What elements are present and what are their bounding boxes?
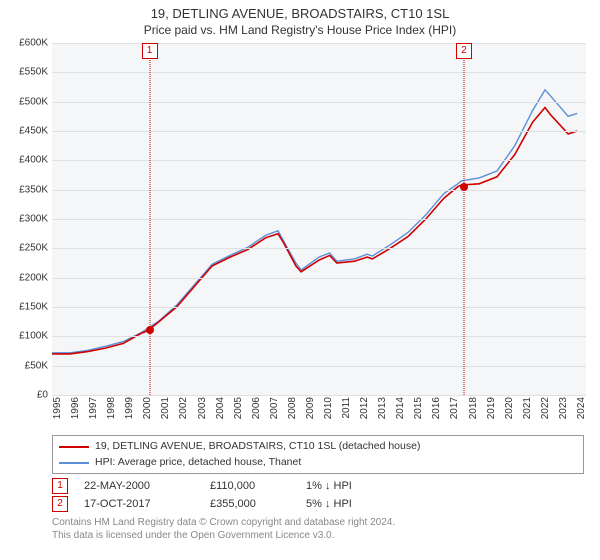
x-tick-label: 2000 — [142, 397, 153, 419]
y-tick-label: £0 — [37, 389, 48, 400]
sale-marker-box: 1 — [142, 43, 158, 59]
x-tick-label: 2016 — [431, 397, 442, 419]
x-tick-label: 2013 — [377, 397, 388, 419]
x-tick-label: 2010 — [323, 397, 334, 419]
x-axis: 1995 1996 1997 1998 1999 2000 2001 2002 2003 2004… — [52, 395, 586, 431]
legend-swatch-property — [59, 446, 89, 448]
series-line-hpi — [52, 90, 577, 353]
x-tick-label: 1999 — [124, 397, 135, 419]
y-tick-label: £150K — [19, 301, 48, 312]
x-tick-label: 2017 — [449, 397, 460, 419]
x-tick-label: 1998 — [106, 397, 117, 419]
x-tick-label: 1996 — [70, 397, 81, 419]
y-tick-label: £400K — [19, 155, 48, 166]
legend-item-hpi: HPI: Average price, detached house, Than… — [59, 455, 577, 471]
x-tick-label: 2002 — [178, 397, 189, 419]
x-tick-label: 2019 — [486, 397, 497, 419]
y-tick-label: £550K — [19, 67, 48, 78]
x-tick-label: 2024 — [576, 397, 587, 419]
x-tick-label: 2021 — [522, 397, 533, 419]
sale-row-2: 2 17-OCT-2017 £355,000 5% ↓ HPI — [52, 496, 584, 512]
x-tick-label: 2012 — [359, 397, 370, 419]
sale-date-2: 17-OCT-2017 — [84, 498, 194, 510]
x-tick-label: 2020 — [504, 397, 515, 419]
y-axis: £0£50K£100K£150K£200K£250K£300K£350K£400… — [8, 43, 52, 395]
gridline — [52, 219, 586, 220]
y-tick-label: £350K — [19, 184, 48, 195]
sale-diff-1: 1% ↓ HPI — [306, 480, 352, 492]
gridline — [52, 366, 586, 367]
sale-diff-2: 5% ↓ HPI — [306, 498, 352, 510]
y-tick-label: £100K — [19, 331, 48, 342]
x-tick-label: 2009 — [305, 397, 316, 419]
gridline — [52, 248, 586, 249]
legend-box: 19, DETLING AVENUE, BROADSTAIRS, CT10 1S… — [52, 435, 584, 475]
x-tick-label: 2015 — [413, 397, 424, 419]
sale-date-1: 22-MAY-2000 — [84, 480, 194, 492]
chart-title: 19, DETLING AVENUE, BROADSTAIRS, CT10 1S… — [8, 6, 592, 23]
x-tick-label: 1997 — [88, 397, 99, 419]
sale-vline — [149, 57, 150, 395]
gridline — [52, 336, 586, 337]
sale-vline — [463, 57, 464, 395]
sale-marker-box: 2 — [456, 43, 472, 59]
y-tick-label: £500K — [19, 96, 48, 107]
chart-subtitle: Price paid vs. HM Land Registry's House … — [8, 23, 592, 37]
x-tick-label: 2006 — [251, 397, 262, 419]
gridline — [52, 307, 586, 308]
legend-label-property: 19, DETLING AVENUE, BROADSTAIRS, CT10 1S… — [95, 439, 420, 455]
x-tick-label: 1995 — [52, 397, 63, 419]
x-tick-label: 2003 — [197, 397, 208, 419]
y-tick-label: £600K — [19, 37, 48, 48]
x-tick-label: 2008 — [287, 397, 298, 419]
y-tick-label: £50K — [25, 360, 48, 371]
chart-container: 19, DETLING AVENUE, BROADSTAIRS, CT10 1S… — [0, 0, 600, 560]
sale-row-1: 1 22-MAY-2000 £110,000 1% ↓ HPI — [52, 478, 584, 494]
x-tick-label: 2007 — [269, 397, 280, 419]
gridline — [52, 43, 586, 44]
gridline — [52, 102, 586, 103]
y-tick-label: £450K — [19, 125, 48, 136]
sale-point-dot — [460, 183, 468, 191]
x-tick-label: 2014 — [395, 397, 406, 419]
sale-marker-1: 1 — [52, 478, 68, 494]
gridline — [52, 160, 586, 161]
y-tick-label: £200K — [19, 272, 48, 283]
gridline — [52, 72, 586, 73]
license-line-1: Contains HM Land Registry data © Crown c… — [52, 516, 584, 529]
legend-label-hpi: HPI: Average price, detached house, Than… — [95, 455, 301, 471]
license-text: Contains HM Land Registry data © Crown c… — [52, 516, 584, 542]
legend-item-property: 19, DETLING AVENUE, BROADSTAIRS, CT10 1S… — [59, 439, 577, 455]
chart-plot-area: £0£50K£100K£150K£200K£250K£300K£350K£400… — [52, 43, 586, 395]
sale-price-1: £110,000 — [210, 480, 290, 492]
x-tick-label: 2022 — [540, 397, 551, 419]
x-tick-label: 2011 — [341, 397, 352, 419]
x-tick-label: 2023 — [558, 397, 569, 419]
sale-price-2: £355,000 — [210, 498, 290, 510]
gridline — [52, 190, 586, 191]
y-tick-label: £300K — [19, 213, 48, 224]
series-line-property — [52, 107, 577, 353]
x-tick-label: 2001 — [160, 397, 171, 419]
y-tick-label: £250K — [19, 243, 48, 254]
gridline — [52, 131, 586, 132]
x-tick-label: 2018 — [468, 397, 479, 419]
legend-swatch-hpi — [59, 462, 89, 464]
x-tick-label: 2004 — [215, 397, 226, 419]
license-line-2: This data is licensed under the Open Gov… — [52, 529, 584, 542]
sale-marker-2: 2 — [52, 496, 68, 512]
gridline — [52, 278, 586, 279]
x-tick-label: 2005 — [233, 397, 244, 419]
sale-point-dot — [146, 326, 154, 334]
